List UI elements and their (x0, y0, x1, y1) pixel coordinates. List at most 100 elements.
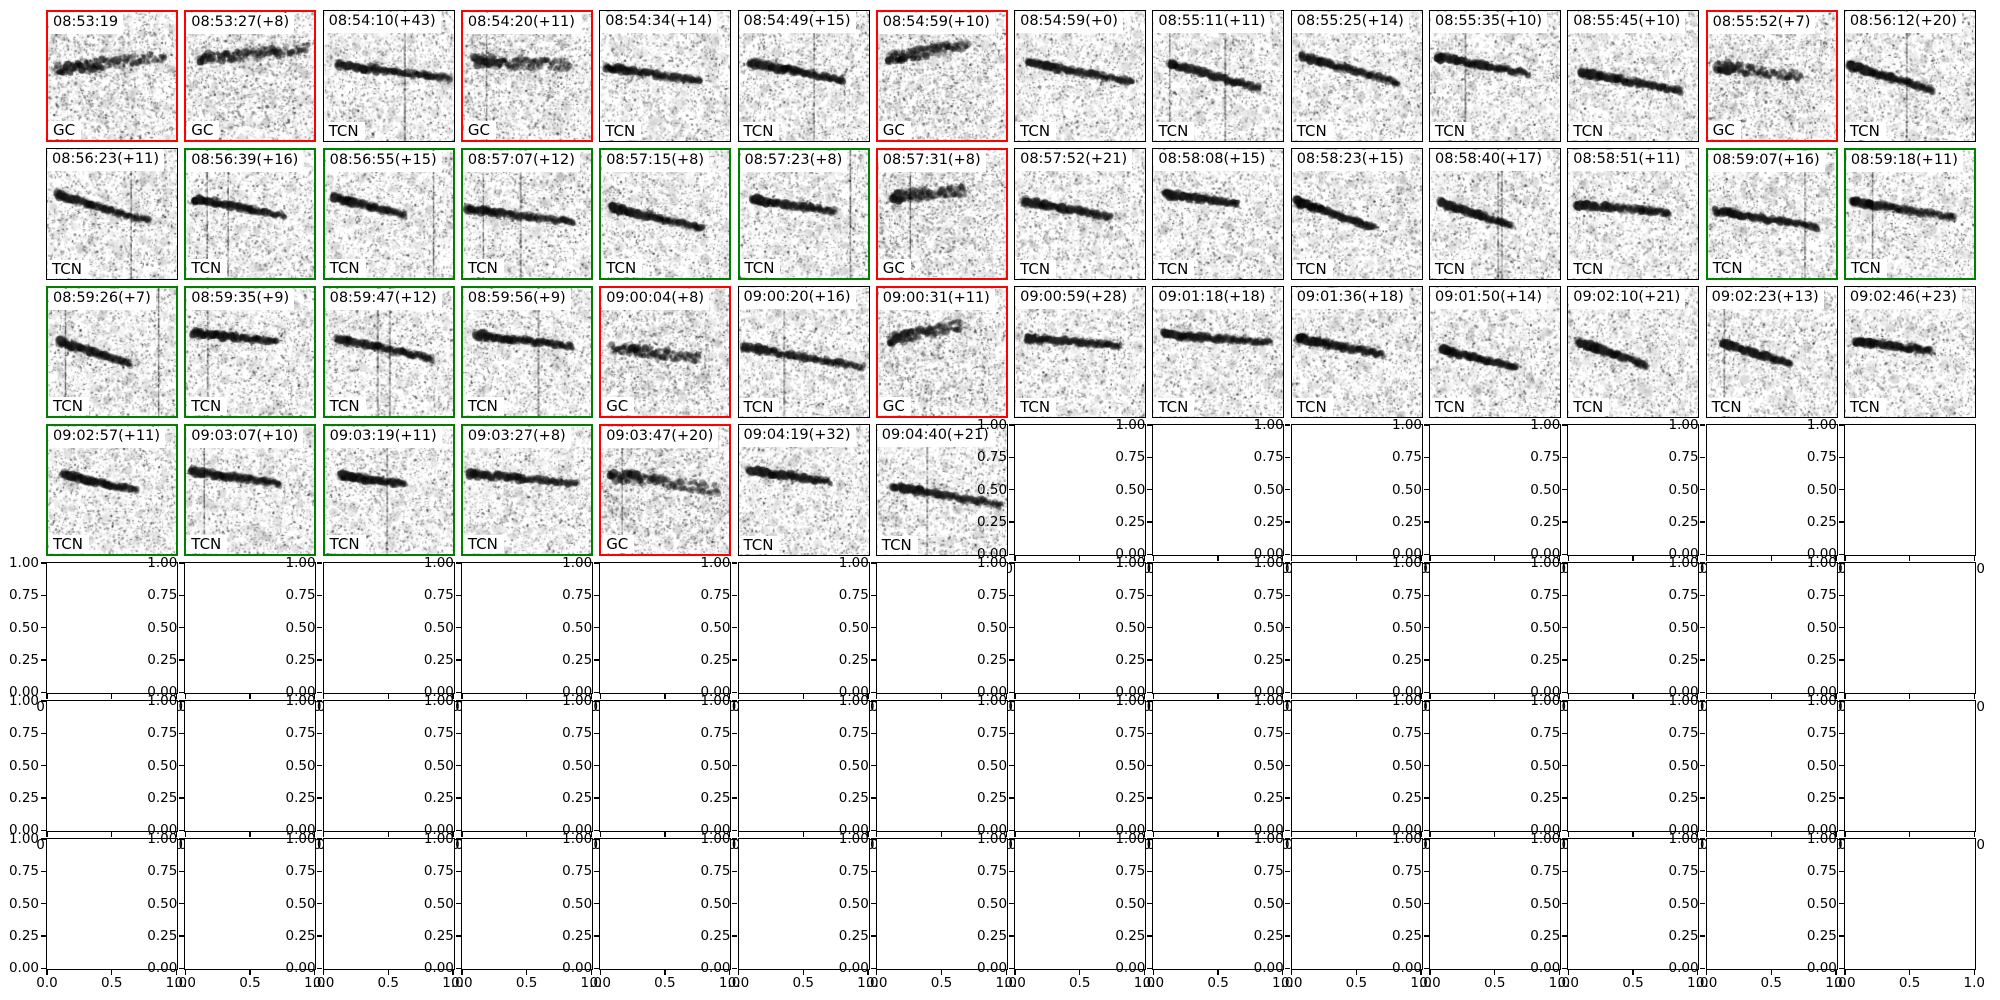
x-tick (867, 694, 869, 700)
panel-timestamp: 09:01:36(+18) (1292, 288, 1409, 309)
x-tick (1558, 970, 1561, 976)
panel-class-label: GC (49, 120, 82, 139)
y-tick-label: 0.25 (1806, 514, 1837, 531)
x-tick (1429, 832, 1431, 838)
x-tick (1697, 832, 1699, 838)
y-tick-label: 0.00 (700, 822, 731, 839)
y-tick (732, 562, 738, 564)
x-tick-label: 0.0 (1004, 975, 1026, 991)
y-tick-label: 0.75 (1115, 449, 1146, 466)
x-tick (664, 970, 666, 976)
empty-axes: 1.000.750.500.250.000.00.51.0 (147, 555, 325, 715)
y-tick-label: 0.50 (1530, 619, 1561, 636)
y-tick (870, 765, 876, 767)
y-tick (1838, 838, 1844, 840)
x-tick (1705, 694, 1708, 700)
panel-timestamp: 08:58:23(+15) (1292, 150, 1409, 171)
y-tick (455, 838, 461, 840)
x-tick-label: 0.5 (654, 975, 676, 991)
y-tick (732, 765, 738, 767)
x-tick (1355, 970, 1358, 976)
y-tick-label: 0.00 (838, 684, 869, 701)
y-tick-label: 0.00 (423, 960, 454, 977)
y-tick-label: 0.75 (1668, 587, 1699, 604)
y-tick (593, 700, 599, 702)
x-tick (1420, 832, 1422, 838)
panel-timestamp: 08:55:52(+7) (1708, 13, 1816, 34)
x-tick (249, 694, 251, 700)
x-tick (1697, 556, 1699, 562)
y-tick (455, 829, 461, 832)
x-tick (1420, 694, 1422, 700)
panel-timestamp: 08:56:55(+15) (325, 151, 442, 172)
panel-class-label: TCN (325, 396, 366, 415)
x-tick-label: 0.0 (1557, 975, 1580, 991)
y-tick-label: 1.00 (838, 555, 869, 571)
y-tick (1562, 903, 1567, 905)
y-tick (1562, 456, 1567, 458)
y-tick-label: 0.50 (147, 619, 178, 636)
y-tick-label: 0.00 (1391, 822, 1422, 839)
x-tick (1973, 832, 1975, 838)
panel-timestamp: 08:55:45(+10) (1569, 12, 1686, 33)
panel-timestamp: 09:03:19(+11) (325, 427, 442, 448)
x-tick (452, 694, 454, 700)
y-tick-label: 0.00 (1806, 960, 1837, 977)
y-tick-label: 0.25 (1530, 514, 1561, 531)
x-tick (249, 970, 251, 976)
y-tick-label: 0.25 (1253, 790, 1284, 807)
y-tick-label: 0.50 (285, 619, 316, 636)
y-tick (1700, 700, 1706, 702)
y-tick-label: 0.00 (1253, 684, 1284, 701)
x-tick (1632, 694, 1634, 700)
y-tick (1423, 553, 1429, 556)
y-tick (1147, 489, 1153, 491)
y-tick-label: 0.25 (977, 790, 1008, 807)
y-tick-label: 0.25 (838, 790, 869, 807)
y-tick-label: 0.00 (285, 822, 316, 839)
x-tick (599, 694, 601, 700)
y-tick-label: 1.00 (977, 417, 1008, 433)
x-tick (387, 832, 389, 838)
panel-class-label: TCN (740, 258, 781, 277)
y-tick-label: 0.75 (1530, 449, 1561, 466)
y-tick-label: 0.00 (1253, 822, 1284, 839)
y-tick-label: 0.50 (1253, 481, 1284, 498)
y-tick-label: 0.25 (147, 790, 178, 807)
x-tick (314, 694, 316, 700)
y-tick-label: 0.00 (700, 960, 731, 977)
y-tick-label: 0.50 (562, 619, 593, 636)
x-tick-label: 1.0 (580, 975, 603, 991)
y-tick (1423, 521, 1429, 523)
y-tick-label: 0.50 (700, 757, 731, 774)
y-tick-label: 0.75 (1253, 587, 1284, 604)
panel-timestamp: 08:54:34(+14) (601, 12, 718, 33)
y-tick-label: 0.00 (147, 960, 178, 977)
y-tick (732, 967, 738, 970)
y-tick (1285, 903, 1291, 905)
y-tick-label: 0.75 (1530, 587, 1561, 604)
y-tick-label: 0.50 (1391, 619, 1422, 636)
y-tick-label: 0.75 (8, 587, 39, 604)
spectrogram-panel: 08:59:47(+12) TCN (322, 286, 455, 418)
y-tick (179, 691, 184, 694)
panel-class-label: GC (878, 396, 911, 415)
y-tick-label: 0.50 (977, 895, 1008, 912)
empty-axes: 1.000.750.500.250.000.00.51.0 (1807, 693, 1985, 853)
panel-timestamp: 08:59:35(+9) (187, 289, 295, 310)
y-tick-label: 0.75 (700, 587, 731, 604)
x-tick (1429, 556, 1431, 562)
y-tick (593, 935, 599, 937)
y-tick-label: 0.50 (700, 619, 731, 636)
panel-class-label: TCN (463, 258, 504, 277)
y-tick-label: 1.00 (700, 693, 731, 709)
y-tick-label: 0.25 (1253, 928, 1284, 945)
empty-axes: 1.000.750.500.250.000.00.51.0 (977, 693, 1155, 853)
y-tick (1147, 553, 1153, 556)
y-tick-label: 0.50 (562, 895, 593, 912)
empty-axes: 1.000.750.500.250.000.00.51.0 (1807, 555, 1985, 715)
y-tick (1147, 594, 1153, 596)
